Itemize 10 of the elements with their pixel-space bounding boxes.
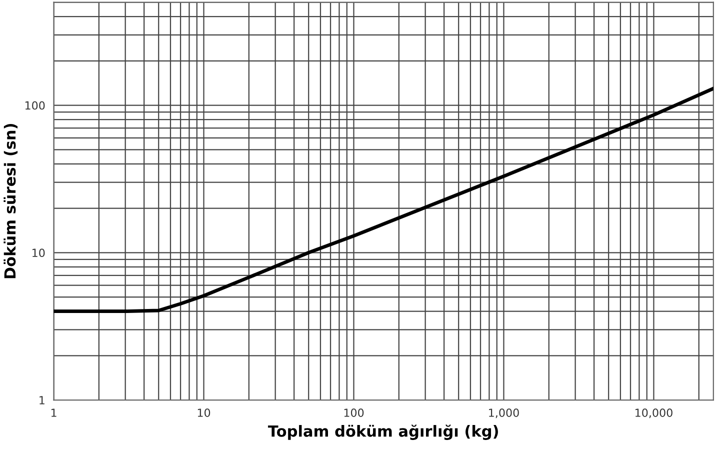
- x-tick-label: 10: [198, 408, 210, 417]
- x-tick-label: 1: [51, 408, 56, 417]
- y-tick-label: 1: [40, 396, 44, 404]
- x-axis-title: Toplam döküm ağırlığı (kg): [268, 424, 498, 440]
- y-tick-label: 100: [25, 101, 45, 110]
- x-tick-label: 10,000: [636, 408, 672, 418]
- x-tick-label: 100: [344, 408, 364, 417]
- y-axis-title: Döküm süresi (sn): [4, 124, 18, 278]
- x-tick-label: 1,000: [489, 408, 519, 418]
- y-tick-label: 10: [32, 248, 45, 258]
